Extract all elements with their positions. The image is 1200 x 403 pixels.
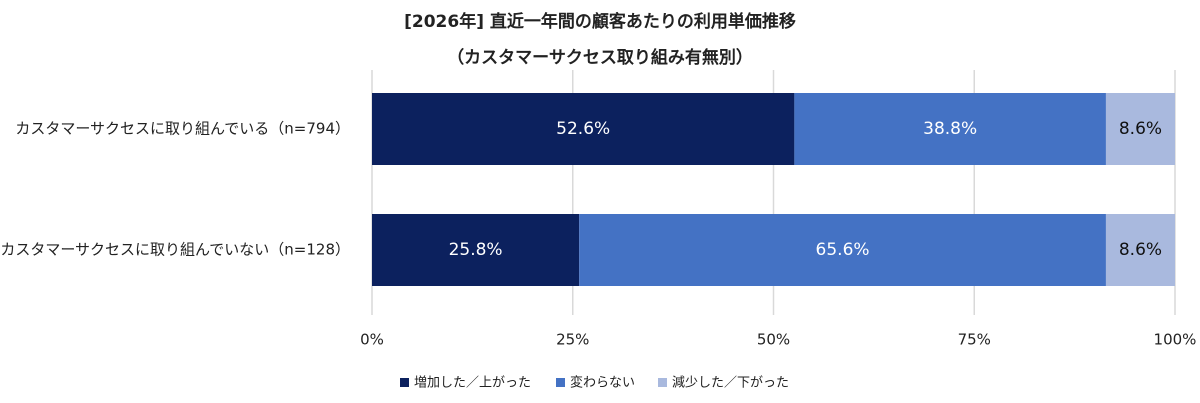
- legend-swatch: [658, 378, 667, 387]
- x-tick-label: 0%: [360, 331, 384, 349]
- legend-label: 減少した／下がった: [672, 375, 789, 391]
- y-tick-label: カスタマーサクセスに取り組んでいない（n=128）: [0, 241, 350, 259]
- chart-title: [2026年] 直近一年間の顧客あたりの利用単価推移: [404, 11, 796, 32]
- legend-swatch: [556, 378, 565, 387]
- bar-segment: [794, 93, 1106, 165]
- value-label: 8.6%: [1119, 240, 1162, 260]
- value-label: 65.6%: [816, 240, 870, 260]
- bar-segment: [1105, 214, 1175, 286]
- value-label: 38.8%: [923, 119, 977, 139]
- bar-segment: [372, 93, 795, 165]
- y-tick-label: カスタマーサクセスに取り組んでいる（n=794）: [15, 120, 350, 138]
- legend-label: 変わらない: [570, 375, 635, 391]
- chart-subtitle: （カスタマーサクセス取り組み有無別）: [447, 47, 753, 68]
- x-tick-label: 25%: [556, 331, 589, 349]
- legend-swatch: [400, 378, 409, 387]
- value-label: 52.6%: [556, 119, 610, 139]
- value-label: 25.8%: [449, 240, 503, 260]
- bar-segment: [372, 214, 580, 286]
- bar-segment: [1105, 93, 1175, 165]
- value-label: 8.6%: [1119, 119, 1162, 139]
- legend-label: 増加した／上がった: [414, 376, 531, 391]
- x-tick-label: 75%: [958, 331, 991, 349]
- x-tick-label: 100%: [1154, 331, 1197, 349]
- bar-segment: [579, 214, 1106, 286]
- x-tick-label: 50%: [757, 331, 790, 349]
